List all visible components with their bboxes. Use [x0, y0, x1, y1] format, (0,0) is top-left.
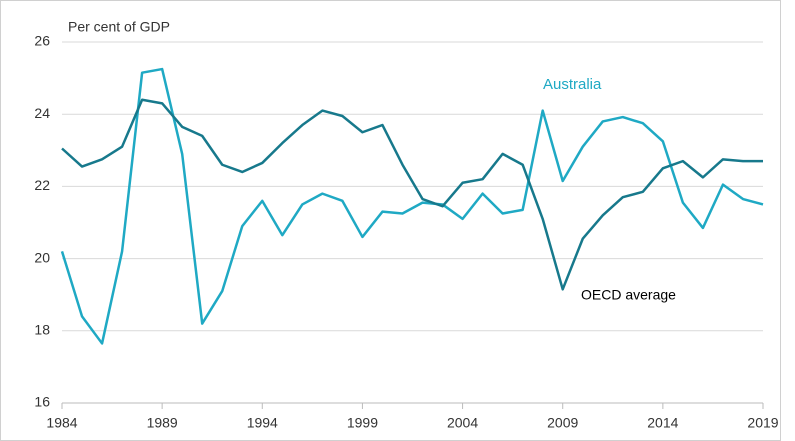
series-line [61, 98, 763, 291]
y-tick-label: 16 [34, 394, 50, 410]
y-tick-label: 26 [34, 33, 50, 49]
series-label: OECD average [581, 287, 676, 303]
x-tick-label: 2004 [447, 415, 478, 431]
x-tick-label: 1999 [347, 415, 378, 431]
y-tick-label: 20 [34, 249, 50, 265]
x-tick-label: 2009 [547, 415, 578, 431]
y-tick-label: 22 [34, 177, 50, 193]
y-tick-label: 24 [34, 105, 50, 121]
x-tick-label: 1989 [147, 415, 178, 431]
x-tick-label: 1994 [247, 415, 278, 431]
x-tick-label: 2019 [747, 415, 778, 431]
x-tick-label: 2014 [647, 415, 678, 431]
y-axis-label: Per cent of GDP [68, 19, 170, 35]
x-tick-label: 1984 [46, 415, 77, 431]
series-label: Australia [543, 76, 602, 93]
series-line [60, 67, 764, 345]
y-tick-label: 18 [34, 322, 50, 338]
